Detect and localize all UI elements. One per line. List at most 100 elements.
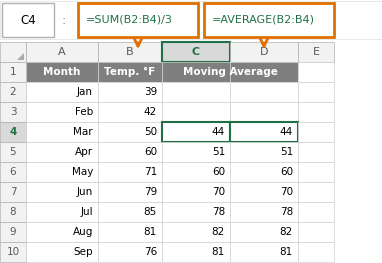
Text: 76: 76 — [144, 247, 157, 257]
Bar — [98, 242, 162, 262]
Bar — [162, 122, 230, 142]
Bar — [98, 162, 162, 182]
Bar — [298, 202, 334, 222]
Text: 82: 82 — [212, 227, 225, 237]
Text: Month: Month — [43, 67, 81, 77]
Bar — [230, 202, 298, 222]
Text: B: B — [126, 47, 134, 57]
Text: 60: 60 — [280, 167, 293, 177]
Text: 7: 7 — [10, 187, 16, 197]
Text: 50: 50 — [144, 127, 157, 137]
Bar — [298, 122, 334, 142]
Text: 44: 44 — [280, 127, 293, 137]
Bar — [162, 202, 230, 222]
Bar — [0, 182, 26, 202]
Bar — [298, 82, 334, 102]
Bar — [26, 62, 98, 82]
Bar — [26, 102, 98, 122]
Text: 78: 78 — [280, 207, 293, 217]
Text: Temp. °F: Temp. °F — [104, 67, 155, 77]
Bar — [298, 142, 334, 162]
Bar — [0, 122, 26, 142]
Text: D: D — [260, 47, 268, 57]
Text: 60: 60 — [212, 167, 225, 177]
Bar — [98, 42, 162, 62]
Bar — [298, 42, 334, 62]
Text: 81: 81 — [212, 247, 225, 257]
Bar — [98, 182, 162, 202]
Bar — [26, 202, 98, 222]
Text: 10: 10 — [6, 247, 19, 257]
Bar — [98, 82, 162, 102]
Bar — [98, 142, 162, 162]
Text: 81: 81 — [144, 227, 157, 237]
Text: Feb: Feb — [75, 107, 93, 117]
Bar — [0, 142, 26, 162]
Bar — [26, 242, 98, 262]
Bar — [162, 182, 230, 202]
Bar — [298, 162, 334, 182]
Bar — [230, 222, 298, 242]
Bar — [230, 162, 298, 182]
Bar — [162, 222, 230, 242]
Bar — [0, 42, 26, 62]
Text: 85: 85 — [144, 207, 157, 217]
Bar — [0, 102, 26, 122]
Text: 51: 51 — [212, 147, 225, 157]
Text: Mar: Mar — [73, 127, 93, 137]
Text: 60: 60 — [144, 147, 157, 157]
Bar — [298, 102, 334, 122]
Text: Jun: Jun — [77, 187, 93, 197]
Bar — [298, 222, 334, 242]
Text: Sep: Sep — [73, 247, 93, 257]
Text: C4: C4 — [20, 13, 36, 27]
Text: 82: 82 — [280, 227, 293, 237]
Bar — [230, 102, 298, 122]
Text: 4: 4 — [9, 127, 17, 137]
Text: =AVERAGE(B2:B4): =AVERAGE(B2:B4) — [212, 15, 315, 25]
Bar — [230, 242, 298, 262]
Text: A: A — [58, 47, 66, 57]
Text: 70: 70 — [280, 187, 293, 197]
Text: 5: 5 — [10, 147, 16, 157]
Text: 2: 2 — [10, 87, 16, 97]
Bar — [298, 242, 334, 262]
Bar — [98, 62, 162, 82]
Bar — [230, 182, 298, 202]
Text: 79: 79 — [144, 187, 157, 197]
Bar — [162, 42, 230, 62]
Text: Aug: Aug — [73, 227, 93, 237]
Bar — [2, 3, 54, 37]
Text: Moving Average: Moving Average — [183, 67, 277, 77]
Text: :: : — [62, 13, 66, 27]
Bar — [26, 82, 98, 102]
Bar — [0, 222, 26, 242]
Bar — [26, 142, 98, 162]
Bar — [0, 242, 26, 262]
Text: E: E — [312, 47, 319, 57]
Text: 70: 70 — [212, 187, 225, 197]
Text: Apr: Apr — [75, 147, 93, 157]
Bar — [98, 222, 162, 242]
Bar — [230, 62, 298, 82]
Bar — [26, 42, 98, 62]
Text: 39: 39 — [144, 87, 157, 97]
Text: 1: 1 — [10, 67, 16, 77]
Text: 71: 71 — [144, 167, 157, 177]
Bar — [298, 62, 334, 82]
Text: 8: 8 — [10, 207, 16, 217]
Bar — [162, 142, 230, 162]
Bar — [230, 122, 298, 142]
Text: May: May — [72, 167, 93, 177]
Text: Jan: Jan — [77, 87, 93, 97]
Bar — [98, 122, 162, 142]
Text: 9: 9 — [10, 227, 16, 237]
Bar — [230, 82, 298, 102]
Polygon shape — [17, 53, 24, 60]
Bar — [204, 3, 334, 37]
Bar — [0, 62, 26, 82]
Bar — [230, 42, 298, 62]
Bar — [162, 62, 230, 82]
Bar — [298, 182, 334, 202]
Bar — [98, 202, 162, 222]
